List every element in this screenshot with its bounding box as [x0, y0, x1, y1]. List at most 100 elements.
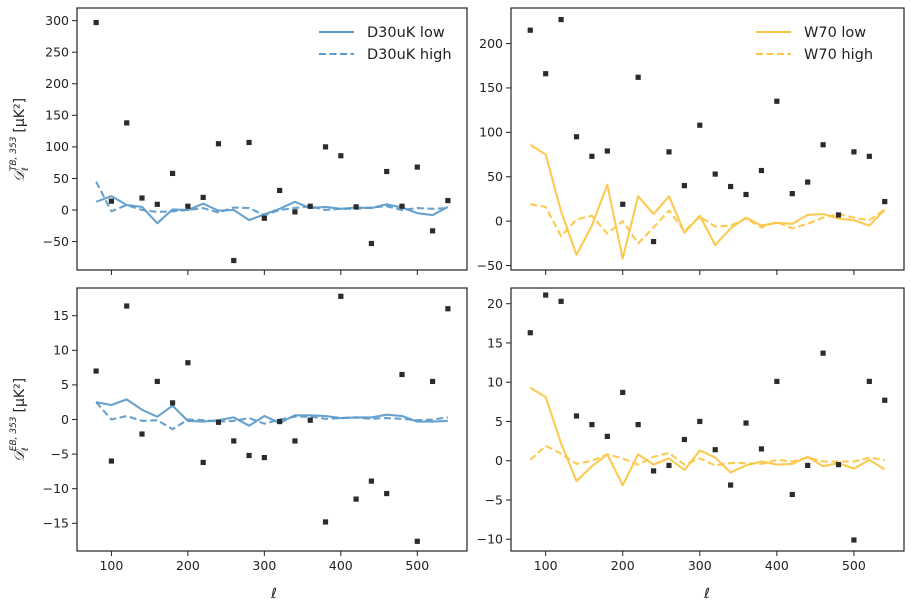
legend-label: D30uK low: [367, 25, 445, 41]
data-point: [154, 378, 160, 385]
data-point: [882, 397, 888, 403]
data-point: [573, 134, 580, 140]
y-tick-label: 0: [61, 412, 69, 427]
data-point: [681, 183, 687, 189]
y-tick-label: −50: [477, 258, 503, 273]
series-line-w70-low: [529, 143, 886, 260]
x-tick-label: 200: [176, 558, 200, 573]
data-point: [712, 447, 718, 453]
data-point: [681, 436, 687, 443]
data-point: [215, 141, 222, 147]
data-point: [154, 201, 160, 207]
y-tick-label: −5: [485, 492, 503, 507]
data-point: [124, 303, 130, 309]
data-point: [353, 204, 359, 210]
y-tick-label: 200: [45, 76, 69, 91]
data-point: [527, 330, 533, 336]
data-point: [445, 306, 451, 312]
data-point: [543, 71, 549, 77]
data-point: [384, 168, 390, 175]
y-tick-label: 0: [495, 453, 503, 468]
x-tick-label: 100: [99, 558, 123, 573]
series-line-d30uk-low: [95, 398, 448, 427]
data-point: [789, 491, 795, 498]
y-tick-label: 20: [487, 296, 503, 311]
data-point: [124, 120, 130, 126]
legend-label: D30uK high: [367, 47, 452, 63]
data-point: [185, 203, 191, 209]
y-tick-label: −15: [43, 516, 69, 531]
y-tick-label: 15: [53, 308, 69, 323]
data-point: [338, 293, 344, 299]
data-point: [322, 519, 329, 525]
series-line-w70-high: [530, 203, 886, 245]
panel-bottom-left: 100 200 300 400 500 −15 −10 −5 0 5 10 15: [43, 287, 468, 573]
data-point: [635, 422, 641, 428]
data-point: [246, 139, 252, 146]
x-tick-label: 200: [611, 558, 635, 573]
data-point: [108, 458, 115, 464]
data-point: [635, 74, 641, 80]
data-point: [789, 191, 795, 197]
data-point: [200, 194, 206, 200]
data-point: [384, 490, 390, 497]
x-tick-label: 100: [534, 558, 558, 573]
y-tick-label: 50: [487, 169, 503, 184]
data-point: [368, 240, 375, 247]
data-point: [604, 148, 610, 154]
data-point: [215, 419, 222, 425]
data-point: [429, 228, 436, 234]
data-point: [712, 171, 718, 177]
data-point: [307, 203, 313, 209]
data-point: [200, 459, 206, 466]
data-point: [666, 462, 672, 469]
data-point: [414, 538, 420, 544]
series-line-d30uk-high: [95, 181, 448, 217]
legend-label: W70 low: [804, 25, 866, 41]
series-line-d30uk-low: [95, 195, 449, 225]
data-point: [445, 197, 451, 204]
data-point: [292, 438, 298, 444]
data-point: [93, 368, 99, 374]
y-axis-label-eb-units: [μK²]: [12, 378, 28, 413]
x-axis-label-right: ℓ: [703, 586, 710, 602]
data-point: [866, 378, 872, 385]
data-point: [261, 454, 267, 461]
x-axis-label-left: ℓ: [270, 586, 277, 602]
plot-area: [527, 16, 888, 260]
y-tick-label: −50: [43, 234, 69, 249]
y-tick-label: 10: [487, 375, 503, 390]
x-tick-label: 500: [405, 558, 429, 573]
data-point: [774, 378, 780, 385]
plot-area: [93, 293, 451, 544]
y-tick-label: 15: [487, 335, 503, 350]
data-point: [604, 433, 610, 439]
y-tick-label: 0: [61, 202, 69, 217]
y-axis-label-eb: 𝒟ℓEB, 353[μK²]: [9, 378, 31, 462]
data-point: [307, 417, 313, 423]
data-point: [558, 298, 564, 304]
data-point: [169, 170, 176, 177]
x-tick-label: 400: [329, 558, 353, 573]
y-tick-label: 200: [479, 36, 503, 51]
data-point: [728, 183, 734, 190]
svg-text:𝒟ℓTB, 353[μK²]: 𝒟ℓTB, 353[μK²]: [9, 98, 31, 182]
data-point: [697, 122, 703, 128]
y-tick-label: 50: [53, 171, 69, 186]
series-line-d30uk-high: [95, 401, 449, 431]
data-point: [543, 292, 549, 298]
data-point: [353, 496, 359, 502]
y-tick-label: 0: [495, 213, 503, 228]
data-point: [620, 389, 626, 396]
y-tick-label: 150: [479, 80, 503, 95]
y-axis-label-tb-units: [μK²]: [12, 98, 28, 133]
y-tick-label: −5: [51, 446, 69, 461]
data-point: [139, 431, 145, 437]
data-point: [246, 452, 252, 459]
y-tick-label: 150: [45, 108, 69, 123]
data-point: [805, 462, 811, 469]
y-tick-label: 250: [45, 44, 69, 59]
data-point: [231, 257, 237, 264]
data-point: [620, 201, 626, 207]
y-tick-label: 300: [45, 13, 69, 28]
